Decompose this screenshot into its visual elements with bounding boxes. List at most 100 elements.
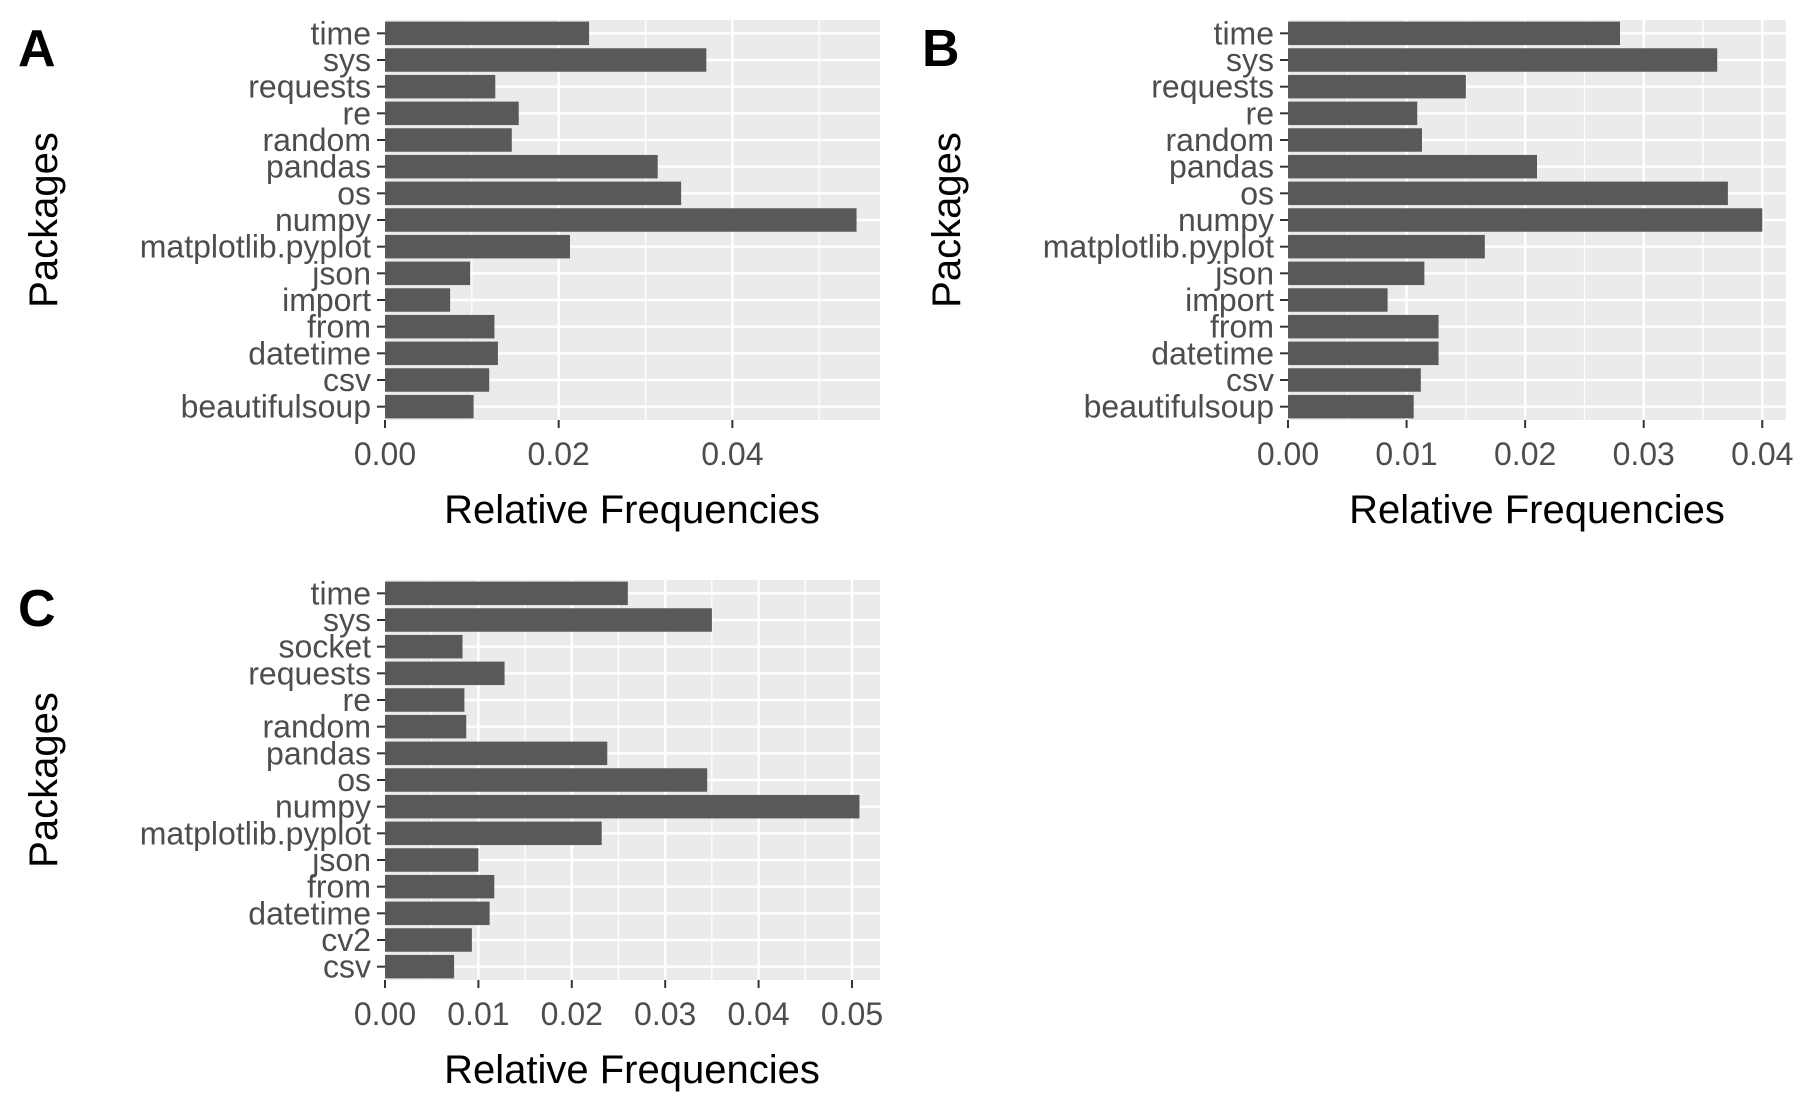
y-axis-ticks: timesysrequestsrerandompandasosnumpymatp… bbox=[1043, 15, 1288, 425]
y-tick-label: matplotlib.pyplot bbox=[1043, 229, 1274, 265]
y-tick-label: from bbox=[307, 309, 371, 345]
bar-datetime bbox=[385, 341, 498, 366]
y-axis-title: Packages bbox=[22, 132, 66, 308]
bar-json bbox=[1288, 261, 1425, 286]
x-tick-label: 0.00 bbox=[354, 436, 416, 472]
y-tick-label: csv bbox=[323, 362, 371, 398]
y-tick-label: matplotlib.pyplot bbox=[140, 229, 371, 265]
bar-import bbox=[385, 288, 451, 312]
bar-sys bbox=[385, 608, 712, 632]
x-tick-label: 0.02 bbox=[541, 996, 603, 1032]
x-tick-label: 0.04 bbox=[1731, 436, 1793, 472]
y-tick-label: numpy bbox=[1178, 202, 1274, 238]
y-tick-label: pandas bbox=[266, 735, 371, 771]
x-tick-label: 0.00 bbox=[1257, 436, 1319, 472]
bar-from bbox=[1288, 314, 1439, 339]
y-tick-label: os bbox=[1240, 175, 1274, 211]
x-axis-title: Relative Frequencies bbox=[444, 1048, 820, 1092]
x-tick-label: 0.01 bbox=[1375, 436, 1437, 472]
chart-panel-c: timesyssocketrequestsrerandompandasosnum… bbox=[18, 575, 883, 1092]
y-tick-label: beautifulsoup bbox=[181, 389, 371, 425]
y-axis-ticks: timesysrequestsrerandompandasosnumpymatp… bbox=[140, 15, 385, 425]
y-tick-label: time bbox=[311, 15, 371, 51]
panel-label: B bbox=[922, 20, 960, 78]
bar-re bbox=[385, 101, 519, 126]
y-tick-label: numpy bbox=[275, 202, 371, 238]
x-tick-label: 0.04 bbox=[727, 996, 789, 1032]
y-tick-label: requests bbox=[248, 655, 371, 691]
bar-time bbox=[1288, 21, 1620, 46]
y-tick-label: from bbox=[1210, 309, 1274, 345]
bar-from bbox=[385, 314, 495, 339]
bar-random bbox=[385, 128, 512, 152]
x-tick-label: 0.01 bbox=[447, 996, 509, 1032]
chart-panel-a: timesysrequestsrerandompandasosnumpymatp… bbox=[18, 15, 880, 532]
x-tick-label: 0.02 bbox=[1494, 436, 1556, 472]
y-tick-label: requests bbox=[248, 69, 371, 105]
x-axis-title: Relative Frequencies bbox=[444, 488, 820, 532]
bar-from bbox=[385, 874, 495, 899]
bars bbox=[385, 21, 857, 419]
bar-socket bbox=[385, 634, 463, 659]
y-tick-label: json bbox=[1214, 255, 1274, 291]
y-tick-label: import bbox=[1185, 282, 1274, 318]
y-tick-label: pandas bbox=[1169, 149, 1274, 185]
y-tick-label: random bbox=[263, 122, 372, 158]
bar-re bbox=[385, 688, 465, 712]
y-tick-label: numpy bbox=[275, 789, 371, 825]
bar-sys bbox=[385, 48, 707, 72]
y-axis-title: Packages bbox=[925, 132, 969, 308]
y-tick-label: datetime bbox=[248, 895, 371, 931]
y-tick-label: sys bbox=[1226, 42, 1274, 78]
bar-beautifulsoup bbox=[1288, 394, 1414, 419]
bar-re bbox=[1288, 101, 1418, 126]
y-tick-label: sys bbox=[323, 602, 371, 638]
bar-requests bbox=[385, 74, 496, 99]
bar-sys bbox=[1288, 48, 1718, 72]
y-tick-label: os bbox=[337, 762, 371, 798]
panel-label: A bbox=[18, 20, 56, 78]
x-axis-title: Relative Frequencies bbox=[1349, 488, 1725, 532]
y-tick-label: matplotlib.pyplot bbox=[140, 815, 371, 851]
x-axis-ticks: 0.00 0.01 0.02 0.03 0.04 bbox=[1257, 420, 1793, 472]
y-tick-label: import bbox=[282, 282, 371, 318]
y-tick-label: os bbox=[337, 175, 371, 211]
bar-csv bbox=[385, 368, 490, 392]
bar-datetime bbox=[385, 901, 490, 926]
y-tick-label: from bbox=[307, 869, 371, 905]
bar-json bbox=[385, 261, 471, 286]
y-tick-label: re bbox=[343, 682, 371, 718]
x-tick-label: 0.03 bbox=[634, 996, 696, 1032]
bar-json bbox=[385, 848, 479, 872]
chart-panel-b: timesysrequestsrerandompandasosnumpymatp… bbox=[922, 15, 1793, 532]
bar-os bbox=[1288, 181, 1728, 206]
bar-random bbox=[385, 714, 467, 739]
bars bbox=[1288, 21, 1763, 419]
bar-matplotlib-pyplot bbox=[385, 234, 570, 259]
bar-pandas bbox=[1288, 154, 1537, 179]
bar-pandas bbox=[385, 741, 608, 766]
x-tick-label: 0.03 bbox=[1613, 436, 1675, 472]
x-axis-ticks: 0.00 0.02 0.04 bbox=[354, 420, 764, 472]
y-tick-label: cv2 bbox=[321, 922, 371, 958]
bar-csv bbox=[385, 954, 455, 979]
y-tick-label: random bbox=[1166, 122, 1275, 158]
x-tick-label: 0.00 bbox=[354, 996, 416, 1032]
y-tick-label: re bbox=[343, 95, 371, 131]
bar-csv bbox=[1288, 368, 1421, 392]
y-axis-title: Packages bbox=[22, 692, 66, 868]
bar-datetime bbox=[1288, 341, 1439, 366]
y-tick-label: re bbox=[1246, 95, 1274, 131]
x-tick-label: 0.05 bbox=[821, 996, 883, 1032]
bar-matplotlib-pyplot bbox=[1288, 234, 1485, 259]
y-tick-label: json bbox=[311, 255, 371, 291]
y-tick-label: requests bbox=[1151, 69, 1274, 105]
x-tick-label: 0.04 bbox=[701, 436, 763, 472]
panel-label: C bbox=[18, 580, 56, 638]
y-tick-label: pandas bbox=[266, 149, 371, 185]
bar-numpy bbox=[1288, 208, 1763, 232]
y-tick-label: csv bbox=[1226, 362, 1274, 398]
y-tick-label: csv bbox=[323, 949, 371, 985]
bar-beautifulsoup bbox=[385, 394, 474, 419]
